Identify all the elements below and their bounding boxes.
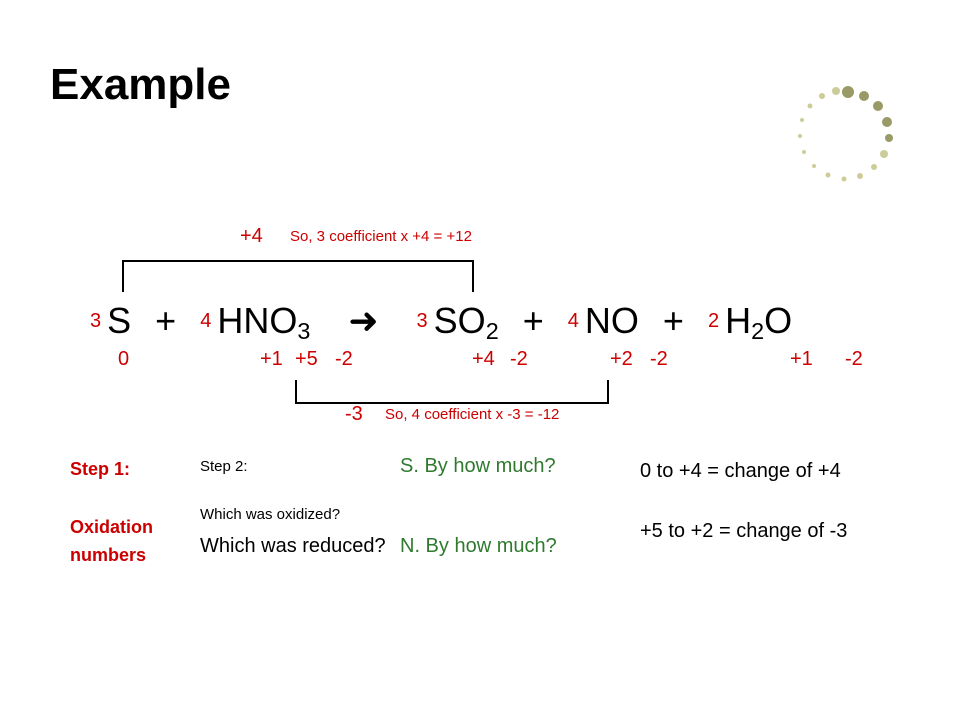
reduction-bracket-bottom bbox=[295, 380, 609, 404]
oxidation-number: -2 bbox=[335, 348, 353, 371]
oxidation-number: -2 bbox=[845, 348, 863, 371]
coef-so2: 3 bbox=[417, 310, 428, 332]
step-2-block: Step 2: Which was oxidized? bbox=[200, 455, 340, 527]
chemical-equation: 3S + 4HNO3 ➜ 3SO2 + 4NO + 2H2O bbox=[90, 300, 792, 345]
oxidation-number: +4 bbox=[472, 348, 495, 371]
step-2-text: Which was oxidized? bbox=[200, 506, 340, 523]
slide-title: Example bbox=[50, 60, 231, 110]
oxidation-change-top-label: +4 bbox=[240, 225, 263, 248]
oxidation-number: -2 bbox=[650, 348, 668, 371]
oxidation-bracket-top bbox=[122, 260, 474, 292]
plus-icon: + bbox=[155, 300, 176, 341]
oxidation-number-row: 0 +1 +5 -2 +4 -2 +2 -2 +1 -2 bbox=[90, 348, 910, 378]
reduction-change-bottom-label: -3 bbox=[345, 403, 363, 426]
coef-s: 3 bbox=[90, 310, 101, 332]
oxidation-number: -2 bbox=[510, 348, 528, 371]
step-1-block: Step 1: Oxidation numbers bbox=[70, 455, 190, 570]
plus-icon: + bbox=[523, 300, 544, 341]
coef-no: 4 bbox=[568, 310, 579, 332]
change-plus-4-text: 0 to +4 = change of +4 bbox=[640, 460, 841, 483]
oxidation-change-top-note: So, 3 coefficient x +4 = +12 bbox=[290, 228, 472, 245]
oxidation-number: +1 bbox=[790, 348, 813, 371]
sulfur-answer: S. By how much? bbox=[400, 455, 556, 478]
step-1-text: Oxidation numbers bbox=[70, 517, 153, 566]
plus-icon: + bbox=[663, 300, 684, 341]
step-1-label: Step 1: bbox=[70, 459, 130, 479]
coef-hno3: 4 bbox=[200, 310, 211, 332]
oxidation-number: 0 bbox=[118, 348, 129, 371]
coef-h2o: 2 bbox=[708, 310, 719, 332]
change-minus-3-text: +5 to +2 = change of -3 bbox=[640, 518, 900, 544]
which-reduced-question: Which was reduced? bbox=[200, 535, 386, 558]
step-2-label: Step 2: bbox=[200, 458, 248, 475]
oxidation-number: +2 bbox=[610, 348, 633, 371]
slide: Example +4 So, 3 coefficient x +4 = +12 … bbox=[0, 0, 960, 720]
reduction-change-bottom-note: So, 4 coefficient x -3 = -12 bbox=[385, 406, 559, 423]
oxidation-number: +1 bbox=[260, 348, 283, 371]
reaction-arrow-icon: ➜ bbox=[348, 300, 378, 341]
dotted-ring-logo-icon bbox=[790, 80, 900, 190]
nitrogen-answer: N. By how much? bbox=[400, 535, 557, 558]
oxidation-number: +5 bbox=[295, 348, 318, 371]
